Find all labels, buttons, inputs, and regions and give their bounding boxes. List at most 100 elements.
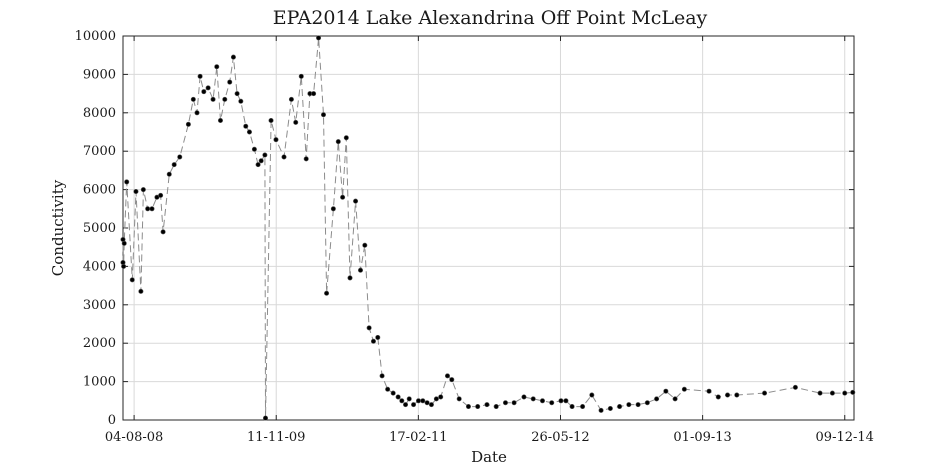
- data-point: [311, 91, 317, 97]
- data-point: [227, 79, 233, 85]
- data-point: [230, 54, 236, 60]
- data-point: [385, 386, 391, 392]
- x-axis-label: Date: [471, 448, 507, 466]
- data-point: [214, 64, 220, 70]
- data-point: [324, 290, 330, 296]
- y-tick-label: 1000: [83, 375, 116, 390]
- data-point: [475, 404, 481, 410]
- data-point: [607, 405, 613, 411]
- data-point: [171, 162, 177, 168]
- data-point: [293, 119, 299, 125]
- data-point: [234, 91, 240, 97]
- data-point: [268, 117, 274, 123]
- data-point: [129, 277, 135, 283]
- data-point: [210, 96, 216, 102]
- data-point: [681, 386, 687, 392]
- x-tick-label: 04-08-08: [105, 430, 163, 445]
- data-point: [246, 129, 252, 135]
- data-point: [362, 242, 368, 248]
- data-point: [850, 389, 856, 395]
- data-point: [217, 117, 223, 123]
- data-point: [563, 398, 569, 404]
- data-point: [617, 404, 623, 410]
- data-point: [166, 171, 172, 177]
- data-point: [558, 398, 564, 404]
- data-point: [258, 158, 264, 164]
- data-point: [201, 89, 207, 95]
- data-points: [120, 35, 856, 421]
- data-point: [406, 396, 412, 402]
- data-point: [539, 398, 545, 404]
- y-tick-label: 6000: [83, 183, 116, 198]
- y-tick-label: 4000: [83, 259, 116, 274]
- plot-frame: [122, 35, 855, 421]
- x-tick-label: 09-12-14: [816, 430, 874, 445]
- y-tick-label: 3000: [83, 298, 116, 313]
- data-point: [428, 402, 434, 408]
- data-point: [330, 206, 336, 212]
- chart-title: EPA2014 Lake Alexandrina Off Point McLea…: [273, 7, 708, 29]
- x-tick-label: 01-09-13: [673, 430, 731, 445]
- data-point: [121, 240, 127, 246]
- data-point: [255, 162, 261, 168]
- data-point: [262, 152, 268, 158]
- data-point: [197, 73, 203, 79]
- data-point: [138, 288, 144, 294]
- data-point: [403, 402, 409, 408]
- data-point: [281, 154, 287, 160]
- data-point: [580, 404, 586, 410]
- data-point: [320, 112, 326, 118]
- data-point: [530, 396, 536, 402]
- data-point: [549, 400, 555, 406]
- grid-lines: [123, 35, 854, 421]
- data-point: [433, 396, 439, 402]
- data-point: [190, 96, 196, 102]
- y-tick-label: 5000: [83, 221, 116, 236]
- data-point: [353, 198, 359, 204]
- y-tick-label: 2000: [83, 336, 116, 351]
- data-point: [644, 400, 650, 406]
- data-point: [316, 35, 322, 41]
- data-point: [715, 394, 721, 400]
- data-point: [734, 392, 740, 398]
- y-tick-label: 0: [108, 413, 116, 428]
- data-point: [343, 135, 349, 141]
- data-point: [424, 400, 430, 406]
- data-point: [379, 373, 385, 379]
- data-point: [635, 402, 641, 408]
- data-point: [262, 415, 268, 421]
- data-point: [251, 146, 257, 152]
- data-point: [121, 263, 127, 269]
- data-point: [238, 98, 244, 104]
- data-point: [205, 85, 211, 91]
- data-point: [357, 267, 363, 273]
- data-point: [243, 123, 249, 129]
- data-point: [399, 398, 405, 404]
- y-tick-labels: 0 1000 2000 3000 4000 5000 6000 7000 8000 9000 100…: [75, 29, 116, 428]
- data-point: [511, 400, 517, 406]
- data-point: [493, 404, 499, 410]
- data-point: [411, 402, 417, 408]
- data-point: [273, 137, 279, 143]
- data-point: [438, 394, 444, 400]
- data-point: [521, 394, 527, 400]
- x-tick-label: 17-02-11: [389, 430, 447, 445]
- data-point: [706, 388, 712, 394]
- data-point: [792, 384, 798, 390]
- data-point: [449, 377, 455, 383]
- data-point: [395, 394, 401, 400]
- data-point: [829, 390, 835, 396]
- data-point: [160, 229, 166, 235]
- y-tick-label: 7000: [83, 144, 116, 159]
- data-point: [589, 392, 595, 398]
- data-point: [654, 396, 660, 402]
- data-point: [456, 396, 462, 402]
- data-point: [133, 189, 139, 195]
- data-point: [465, 404, 471, 410]
- data-point: [149, 206, 155, 212]
- data-point: [366, 325, 372, 331]
- data-point: [502, 400, 508, 406]
- data-point: [347, 275, 353, 281]
- data-point: [415, 398, 421, 404]
- data-point: [725, 392, 731, 398]
